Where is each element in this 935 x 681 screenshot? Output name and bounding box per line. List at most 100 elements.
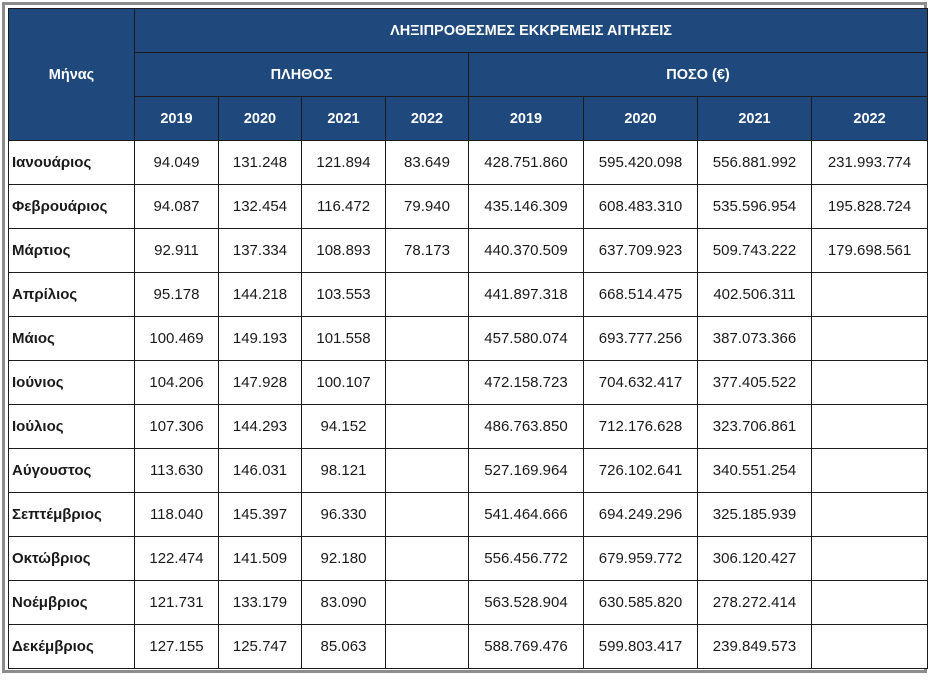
amount-cell: 340.551.254	[697, 448, 812, 493]
amount-cell: 457.580.074	[468, 316, 584, 361]
amount-cell	[810, 404, 929, 449]
month-cell: Οκτώβριος	[8, 536, 135, 581]
count-cell: 95.178	[134, 272, 219, 317]
count-cell: 94.152	[301, 404, 386, 449]
amount-cell: 435.146.309	[468, 184, 584, 229]
month-cell: Απρίλιος	[8, 272, 135, 317]
count-cell: 92.911	[134, 228, 219, 273]
count-cell: 79.940	[385, 184, 469, 229]
count-cell: 141.509	[218, 536, 302, 581]
amount-cell: 588.769.476	[468, 624, 584, 669]
table-row: Ιούνιος 104.206 147.928 100.107 472.158.723 7…	[8, 360, 929, 405]
count-cell	[385, 536, 469, 581]
table-row: Μάρτιος 92.911 137.334 108.893 78.173 440.370…	[8, 228, 929, 273]
amount-cell: 195.828.724	[810, 184, 929, 229]
count-cell: 125.747	[218, 624, 302, 669]
table-row: Μάιος 100.469 149.193 101.558 457.580.074 693…	[8, 316, 929, 361]
amount-cell: 630.585.820	[583, 580, 698, 625]
count-cell	[385, 492, 469, 537]
table-row: Φεβρουάριος 94.087 132.454 116.472 79.940 435…	[8, 184, 929, 229]
amount-cell	[810, 272, 929, 317]
count-cell: 144.293	[218, 404, 302, 449]
amount-cell: 637.709.923	[583, 228, 698, 273]
count-cell	[385, 448, 469, 493]
amount-cell: 306.120.427	[697, 536, 812, 581]
amount-cell: 679.959.772	[583, 536, 698, 581]
count-cell: 101.558	[301, 316, 386, 361]
amount-cell	[810, 492, 929, 537]
count-cell: 96.330	[301, 492, 386, 537]
count-cell: 127.155	[134, 624, 219, 669]
amount-cell: 595.420.098	[583, 140, 698, 185]
count-cell: 144.218	[218, 272, 302, 317]
amount-cell: 402.506.311	[697, 272, 812, 317]
amount-cell: 704.632.417	[583, 360, 698, 405]
amount-cell: 278.272.414	[697, 580, 812, 625]
table-row: Σεπτέμβριος 118.040 145.397 96.330 541.464.6…	[8, 492, 929, 537]
table-row: Οκτώβριος 122.474 141.509 92.180 556.456.772…	[8, 536, 929, 581]
amount-cell	[810, 448, 929, 493]
month-cell: Σεπτέμβριος	[8, 492, 135, 537]
count-cell: 98.121	[301, 448, 386, 493]
count-cell: 83.649	[385, 140, 469, 185]
count-cell: 94.087	[134, 184, 219, 229]
count-group-header: ΠΛΗΘΟΣ	[134, 52, 469, 97]
amount-cell: 563.528.904	[468, 580, 584, 625]
amount-cell: 440.370.509	[468, 228, 584, 273]
count-cell: 103.553	[301, 272, 386, 317]
month-cell: Ιανουάριος	[8, 140, 135, 185]
count-cell: 100.469	[134, 316, 219, 361]
count-cell: 147.928	[218, 360, 302, 405]
table-row: Ιανουάριος 94.049 131.248 121.894 83.649 428.…	[8, 140, 929, 185]
amount-cell: 231.993.774	[810, 140, 929, 185]
month-cell: Μάρτιος	[8, 228, 135, 273]
table-row: Δεκέμβριος 127.155 125.747 85.063 588.769.47…	[8, 624, 929, 669]
amount-cell	[810, 580, 929, 625]
count-cell: 121.894	[301, 140, 386, 185]
amount-cell: 599.803.417	[583, 624, 698, 669]
count-cell	[385, 316, 469, 361]
count-cell: 121.731	[134, 580, 219, 625]
count-cell: 108.893	[301, 228, 386, 273]
count-cell: 131.248	[218, 140, 302, 185]
amount-group-header: ΠΟΣΟ (€)	[467, 52, 929, 97]
table-row: Νοέμβριος 121.731 133.179 83.090 563.528.904…	[8, 580, 929, 625]
count-cell: 92.180	[301, 536, 386, 581]
amount-year-header: 2021	[697, 96, 812, 141]
count-cell: 100.107	[301, 360, 386, 405]
table-row: Ιούλιος 107.306 144.293 94.152 486.763.850 71…	[8, 404, 929, 449]
amount-cell: 556.456.772	[468, 536, 584, 581]
amount-cell	[810, 624, 929, 669]
count-cell	[385, 580, 469, 625]
count-cell: 94.049	[134, 140, 219, 185]
month-cell: Μάιος	[8, 316, 135, 361]
count-cell: 137.334	[218, 228, 302, 273]
month-header: Μήνας	[8, 8, 135, 141]
count-cell: 122.474	[134, 536, 219, 581]
amount-cell	[810, 536, 929, 581]
amount-cell: 726.102.641	[583, 448, 698, 493]
amount-cell	[810, 316, 929, 361]
month-cell: Αύγουστος	[8, 448, 135, 493]
count-cell: 113.630	[134, 448, 219, 493]
amount-cell: 527.169.964	[468, 448, 584, 493]
count-cell: 146.031	[218, 448, 302, 493]
amount-cell: 486.763.850	[468, 404, 584, 449]
amount-cell: 387.073.366	[697, 316, 812, 361]
amount-cell: 441.897.318	[468, 272, 584, 317]
count-year-header: 2021	[301, 96, 386, 141]
amount-cell: 541.464.666	[468, 492, 584, 537]
amount-cell: 179.698.561	[810, 228, 929, 273]
count-cell: 83.090	[301, 580, 386, 625]
table-title: ΛΗΞΙΠΡΟΘΕΣΜΕΣ ΕΚΚΡΕΜΕΙΣ ΑΙΤΗΣΕΙΣ	[133, 8, 929, 53]
amount-cell: 608.483.310	[583, 184, 698, 229]
amount-year-header: 2022	[810, 96, 929, 141]
table-row: Αύγουστος 113.630 146.031 98.121 527.169.964…	[8, 448, 929, 493]
count-year-header: 2020	[218, 96, 302, 141]
amount-cell: 668.514.475	[583, 272, 698, 317]
count-cell	[385, 360, 469, 405]
amount-cell: 693.777.256	[583, 316, 698, 361]
count-cell: 132.454	[218, 184, 302, 229]
amount-cell: 472.158.723	[468, 360, 584, 405]
overdue-applications-table: Μήνας ΛΗΞΙΠΡΟΘΕΣΜΕΣ ΕΚΚΡΕΜΕΙΣ ΑΙΤΗΣΕΙΣ Π…	[8, 8, 929, 669]
